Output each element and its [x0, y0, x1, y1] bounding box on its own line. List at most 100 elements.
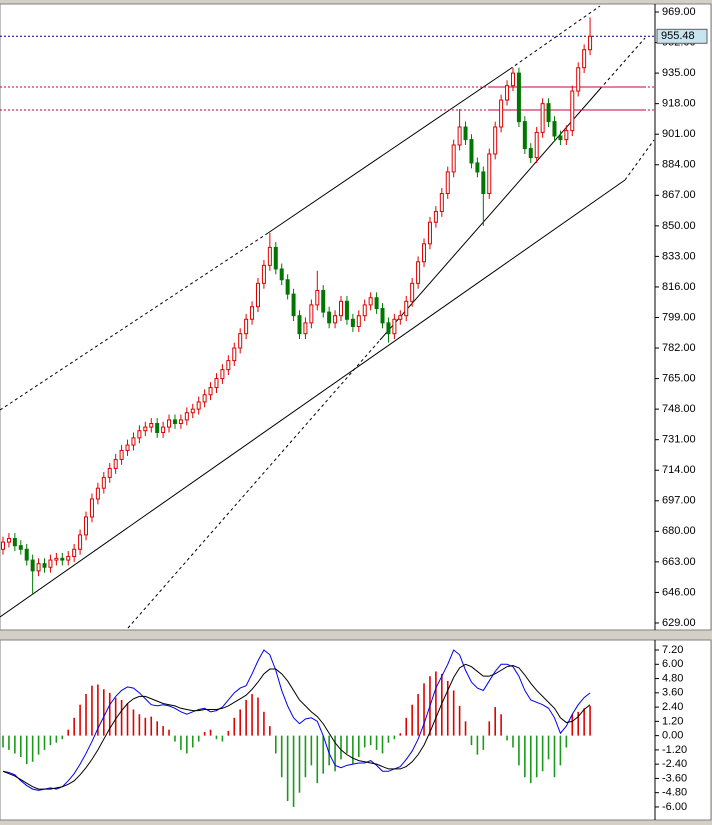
- candle-body: [24, 548, 29, 561]
- y-tick-label: 748.00: [662, 403, 696, 415]
- candle-body: [202, 394, 207, 403]
- candle-body: [469, 139, 474, 164]
- candle-body: [344, 300, 349, 320]
- y-tick-label: -6.00: [662, 801, 687, 813]
- candle-body: [309, 304, 314, 324]
- candle-body: [422, 243, 427, 263]
- candle-body: [339, 300, 344, 317]
- candle-body: [89, 498, 94, 518]
- candle-body: [172, 419, 177, 425]
- candle-body: [327, 311, 332, 324]
- candle-body: [279, 268, 284, 281]
- candle-body: [552, 121, 557, 137]
- candle-body: [125, 444, 130, 451]
- candle-body: [315, 290, 320, 306]
- candle-body: [362, 304, 367, 317]
- candle-body: [167, 419, 172, 428]
- candle-body: [214, 378, 219, 389]
- candle-body: [18, 545, 23, 550]
- candle-body: [267, 246, 272, 266]
- candle-body: [516, 72, 521, 123]
- trend-line: [624, 139, 655, 181]
- y-tick-label: 7.20: [662, 644, 683, 656]
- candle-body: [1, 541, 5, 550]
- candle-body: [72, 548, 77, 557]
- candle-body: [481, 171, 486, 194]
- candle-body: [54, 557, 59, 561]
- macd-line: [2, 649, 591, 791]
- candle-body: [297, 315, 302, 335]
- candle-body: [493, 126, 498, 155]
- y-tick-label: 646.00: [662, 586, 696, 598]
- candle-body: [273, 246, 278, 270]
- y-tick-label: 850.00: [662, 220, 696, 232]
- trend-line: [0, 179, 626, 618]
- y-tick-label: 799.00: [662, 311, 696, 323]
- candle-body: [540, 103, 545, 133]
- candle-body: [570, 90, 575, 132]
- trend-line: [599, 37, 646, 90]
- y-tick-label: 2.40: [662, 701, 683, 713]
- y-tick-label: -2.40: [662, 758, 687, 770]
- y-tick-label: 4.80: [662, 672, 683, 684]
- candle-body: [149, 423, 154, 428]
- candle-body: [220, 369, 225, 380]
- candle-body: [451, 144, 456, 173]
- candle-body: [66, 555, 71, 561]
- candle-body: [522, 121, 527, 150]
- candle-body: [184, 412, 189, 421]
- y-tick-label: 867.00: [662, 189, 696, 201]
- candle-body: [190, 408, 195, 414]
- candle-body: [398, 315, 403, 320]
- candle-body: [226, 360, 231, 371]
- candle-body: [36, 563, 41, 572]
- candle-body: [475, 162, 480, 173]
- candle-body: [60, 557, 65, 561]
- y-tick-label: 833.00: [662, 250, 696, 262]
- candle-body: [208, 387, 213, 396]
- main-panel: [0, 3, 712, 631]
- candle-body: [178, 419, 183, 425]
- y-tick-label: 3.60: [662, 687, 683, 699]
- y-tick-label: 901.00: [662, 128, 696, 140]
- macd-line: [2, 663, 591, 790]
- candle-body: [285, 279, 290, 295]
- candle-body: [119, 449, 124, 460]
- candle-body: [261, 264, 266, 284]
- candle-body: [291, 293, 296, 317]
- candle-body: [374, 297, 379, 310]
- candle-body: [238, 333, 243, 349]
- candle-body: [42, 563, 47, 568]
- trend-line: [509, 5, 601, 70]
- candle-body: [558, 135, 563, 141]
- macd-panel: [0, 639, 712, 821]
- candle-body: [534, 131, 539, 159]
- candle-body: [427, 221, 432, 245]
- candle-body: [244, 318, 249, 335]
- candle-body: [78, 534, 83, 550]
- y-tick-label: 697.00: [662, 495, 696, 507]
- candle-body: [487, 153, 492, 194]
- y-tick-label: -1.20: [662, 744, 687, 756]
- candle-body: [143, 426, 148, 432]
- y-tick-label: 935.00: [662, 67, 696, 79]
- y-tick-label: 884.00: [662, 159, 696, 171]
- candle-body: [410, 282, 415, 302]
- candle-body: [356, 315, 361, 327]
- y-tick-label: 0.00: [662, 730, 683, 742]
- candle-body: [463, 126, 468, 141]
- candle-body: [588, 35, 593, 51]
- candle-body: [416, 261, 421, 284]
- y-tick-label: 1.20: [662, 715, 683, 727]
- candle-body: [48, 559, 53, 568]
- candle-body: [505, 85, 510, 101]
- candle-body: [161, 426, 166, 433]
- candle-body: [546, 103, 551, 123]
- candle-body: [333, 315, 338, 324]
- candle-body: [445, 171, 450, 194]
- candle-body: [95, 487, 100, 500]
- candle-body: [499, 99, 504, 128]
- y-tick-label: 680.00: [662, 525, 696, 537]
- candle-body: [12, 538, 17, 547]
- current-price-box: [656, 28, 708, 44]
